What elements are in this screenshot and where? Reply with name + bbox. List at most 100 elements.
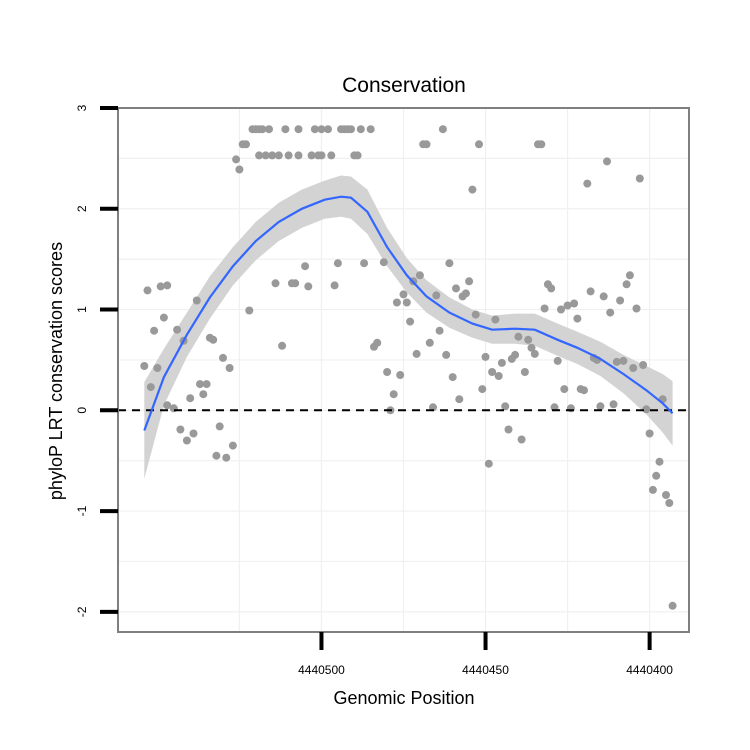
data-point bbox=[497, 358, 506, 367]
data-point bbox=[481, 352, 490, 361]
x-tick-label: 4440450 bbox=[462, 663, 509, 677]
data-point bbox=[603, 157, 611, 166]
data-point bbox=[327, 151, 336, 160]
data-point bbox=[189, 429, 198, 438]
data-point bbox=[301, 262, 310, 271]
data-point bbox=[530, 349, 539, 358]
y-tick-label: 2 bbox=[75, 205, 89, 212]
data-point bbox=[235, 165, 244, 174]
data-point bbox=[304, 282, 313, 291]
data-point bbox=[215, 422, 224, 431]
data-point bbox=[583, 179, 592, 188]
data-point bbox=[468, 185, 477, 194]
data-point bbox=[629, 364, 638, 372]
data-point bbox=[163, 281, 172, 290]
data-point bbox=[612, 357, 621, 366]
data-point bbox=[517, 435, 526, 444]
data-point bbox=[219, 353, 227, 362]
data-point bbox=[396, 371, 405, 379]
data-point bbox=[150, 326, 159, 335]
data-point bbox=[448, 373, 457, 382]
data-point bbox=[156, 282, 165, 291]
data-point bbox=[563, 301, 572, 310]
y-tick-label: -1 bbox=[75, 505, 89, 516]
data-point bbox=[294, 151, 303, 160]
data-point bbox=[228, 441, 237, 450]
data-point bbox=[422, 140, 431, 149]
data-point bbox=[586, 287, 595, 296]
data-point bbox=[494, 372, 503, 380]
data-point bbox=[294, 125, 303, 134]
data-point bbox=[317, 125, 326, 134]
data-point bbox=[140, 362, 149, 370]
data-point bbox=[573, 314, 582, 323]
data-point bbox=[445, 259, 454, 268]
data-point bbox=[271, 279, 280, 288]
data-point bbox=[242, 140, 250, 149]
data-point bbox=[484, 459, 493, 468]
data-point bbox=[163, 401, 172, 410]
data-point bbox=[452, 284, 460, 293]
data-point bbox=[501, 402, 510, 411]
data-point bbox=[143, 286, 152, 295]
data-point bbox=[379, 258, 388, 267]
data-point bbox=[307, 151, 316, 160]
data-point bbox=[616, 296, 625, 305]
data-point bbox=[392, 298, 401, 307]
data-point bbox=[635, 174, 644, 183]
data-point bbox=[514, 332, 523, 341]
data-point bbox=[642, 405, 651, 414]
y-tick-label: 1 bbox=[75, 306, 89, 313]
y-tick-label: 0 bbox=[75, 407, 89, 414]
data-point bbox=[432, 291, 441, 300]
data-point bbox=[504, 425, 513, 434]
data-point bbox=[347, 125, 355, 134]
data-point bbox=[606, 308, 615, 317]
data-point bbox=[471, 310, 480, 319]
data-point bbox=[209, 335, 218, 344]
data-point bbox=[619, 356, 628, 365]
data-point bbox=[202, 380, 211, 389]
smooth-trend-line bbox=[143, 195, 674, 431]
data-point bbox=[186, 394, 195, 403]
y-axis-title: phyloP LRT conservation scores bbox=[46, 242, 66, 500]
data-point bbox=[553, 356, 562, 365]
data-point bbox=[580, 386, 588, 395]
data-point bbox=[596, 402, 605, 411]
data-point bbox=[520, 368, 529, 376]
chart-title: Conservation bbox=[342, 74, 466, 97]
data-point bbox=[274, 151, 283, 160]
data-point bbox=[478, 385, 487, 394]
data-point bbox=[662, 491, 670, 499]
data-point bbox=[438, 125, 447, 134]
data-point bbox=[281, 125, 290, 134]
data-point bbox=[268, 151, 277, 160]
data-point bbox=[435, 326, 444, 335]
data-point bbox=[330, 281, 339, 290]
data-point bbox=[353, 151, 362, 160]
data-point bbox=[465, 277, 474, 286]
data-point bbox=[648, 485, 657, 494]
data-point bbox=[537, 140, 546, 149]
data-point bbox=[199, 390, 208, 399]
data-point bbox=[356, 125, 365, 134]
data-point bbox=[665, 499, 674, 507]
data-point bbox=[560, 385, 569, 394]
data-point bbox=[402, 298, 411, 307]
data-point bbox=[366, 125, 375, 134]
data-point bbox=[639, 361, 648, 369]
data-point bbox=[557, 305, 565, 314]
data-point bbox=[212, 451, 221, 460]
data-point bbox=[159, 313, 168, 322]
data-point bbox=[232, 155, 241, 164]
data-point bbox=[547, 284, 556, 293]
data-point bbox=[255, 151, 264, 160]
data-point bbox=[310, 125, 319, 134]
data-point bbox=[625, 271, 634, 280]
plot-panel bbox=[117, 107, 690, 633]
data-point bbox=[475, 140, 483, 149]
data-point bbox=[455, 395, 464, 404]
data-point bbox=[399, 290, 408, 299]
data-point bbox=[511, 350, 520, 359]
data-point bbox=[176, 425, 185, 434]
